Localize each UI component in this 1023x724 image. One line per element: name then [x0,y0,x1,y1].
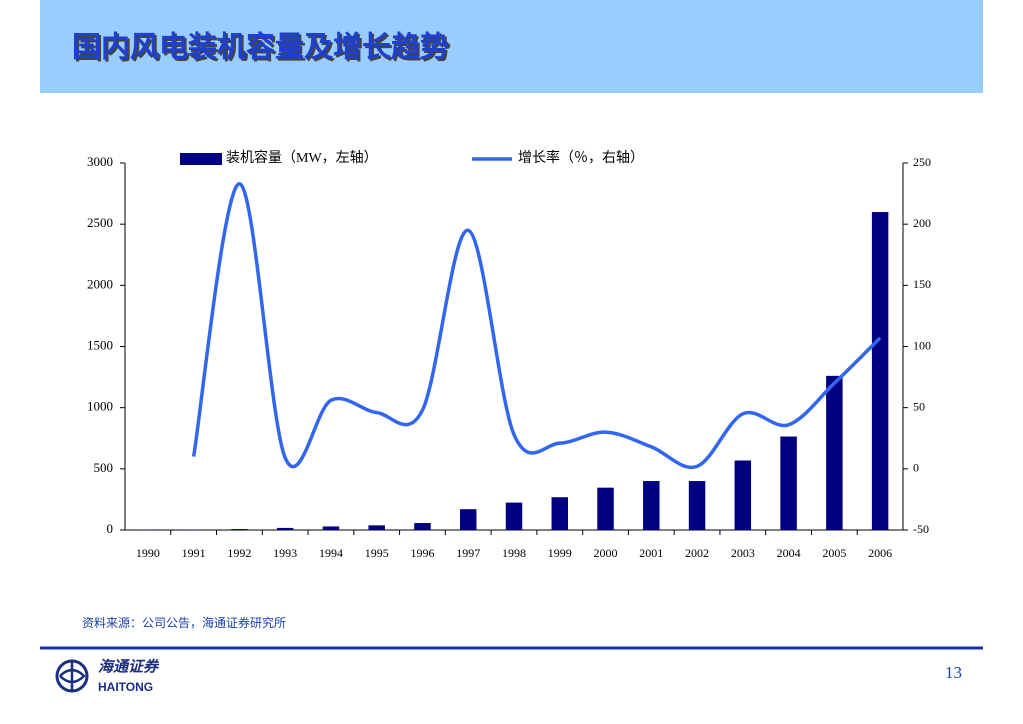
y2-tick-label: 50 [913,399,925,413]
x-tick-label: 1991 [182,546,206,560]
x-tick-label: 1998 [502,546,526,560]
x-tick-label: 2004 [777,546,801,560]
bar [414,523,430,530]
x-tick-label: 2006 [868,546,892,560]
x-tick-label: 2003 [731,546,755,560]
logo-cn: 海通证券 [98,658,160,675]
bar [826,376,842,530]
line [194,184,880,468]
y-tick-label: 1500 [87,337,113,352]
y2-tick-label: 0 [913,461,919,475]
logo: 海通证券 HAITONG [57,658,160,694]
bar [689,481,705,530]
chart: 050010001500200025003000-500501001502002… [87,149,931,560]
x-tick-label: 2005 [822,546,846,560]
x-tick-label: 1990 [136,546,160,560]
x-tick-label: 2002 [685,546,709,560]
bar [460,509,476,530]
y-tick-label: 500 [94,460,114,475]
x-tick-label: 1994 [319,546,343,560]
x-tick-label: 1993 [273,546,297,560]
bar [368,525,384,530]
x-tick-label: 1992 [227,546,251,560]
bar [597,488,613,530]
bar [780,437,796,530]
y2-tick-label: 150 [913,277,931,291]
bar [231,529,247,530]
page-number: 13 [945,663,962,682]
bar [323,526,339,530]
source: 资料来源：公司公告，海通证券研究所 [82,615,286,630]
y-tick-label: 3000 [87,154,113,169]
legend-label: 增长率（％，右轴） [518,149,644,166]
logo-mark [60,662,84,690]
bar [735,461,751,530]
title: 国内风电装机容量及增长趋势 [72,30,449,64]
y2-tick-label: -50 [913,522,929,536]
bar [277,528,293,530]
x-tick-label: 2000 [594,546,618,560]
legend-swatch [180,153,222,165]
legend-label: 装机容量（MW，左轴） [226,149,378,166]
y-tick-label: 1000 [87,399,113,414]
bar [872,212,888,530]
y2-tick-label: 200 [913,216,931,230]
y-tick-label: 2000 [87,276,113,291]
x-tick-label: 1999 [548,546,572,560]
logo-en: HAITONG [98,680,153,694]
y-tick-label: 2500 [87,215,113,230]
x-tick-label: 1997 [456,546,480,560]
y2-tick-label: 100 [913,338,931,352]
x-tick-label: 2001 [639,546,663,560]
y-tick-label: 0 [107,521,114,536]
x-tick-label: 1995 [365,546,389,560]
bar [506,503,522,530]
y2-tick-label: 250 [913,155,931,169]
bar [643,481,659,530]
x-tick-label: 1996 [410,546,434,560]
bar [552,497,568,530]
